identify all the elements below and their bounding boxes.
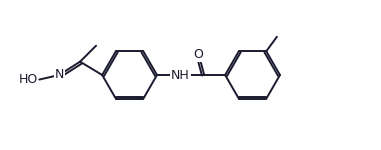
Text: HO: HO [19, 73, 38, 86]
Text: N: N [55, 68, 64, 81]
Text: NH: NH [171, 69, 190, 82]
Text: O: O [193, 48, 203, 61]
